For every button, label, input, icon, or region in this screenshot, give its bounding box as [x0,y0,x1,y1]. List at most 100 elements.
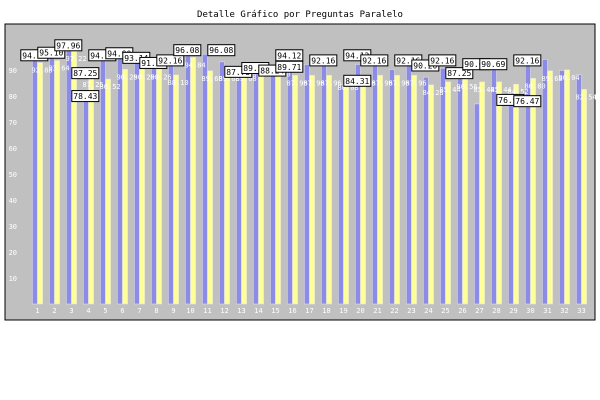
data-label-box [513,54,542,67]
data-label-text: 89.71 [277,63,301,72]
data-label-series-2: 87.96 [372,79,393,87]
data-label-text: 92.16 [158,56,182,65]
bar-series-1 [371,64,378,305]
bar-series-2 [156,69,162,305]
data-label-series-2: 94.84 [185,61,206,69]
data-label-boxed: 76.47 [513,95,542,108]
bar-series-1 [100,58,106,305]
bar-series-1 [575,74,582,305]
data-label-series-2: 84.28 [423,89,444,97]
bar-series-2 [394,75,400,305]
bar-series-2 [479,81,485,305]
data-label-text: 96.08 [209,46,233,55]
data-label-boxed: 92.16 [513,54,542,67]
bar-series-1 [490,64,497,305]
x-tick-label: 18 [322,307,330,315]
data-label-text: 95.10 [39,49,63,58]
bar-series-2 [564,69,570,305]
data-label-boxed: 94.12 [275,49,304,62]
chart-title: Detalle Gráfico por Preguntas Paralelo [197,10,403,20]
data-label-box [275,60,304,73]
bar-series-1 [185,53,191,305]
data-label-boxed: 96.08 [173,44,202,57]
bar-series-1 [253,71,259,305]
bar-series-2 [292,75,298,305]
data-label-series-2: 90.26 [134,73,155,81]
data-label-series-2: 87.96 [406,79,427,87]
x-tick-label: 21 [373,307,381,315]
data-label-series-2: 90.26 [151,73,172,81]
bar-series-1 [541,58,548,305]
x-tick-label: 29 [509,307,517,315]
bar-series-1 [286,58,293,305]
x-tick-label: 15 [271,307,279,315]
bar-series-2 [462,78,468,305]
data-label-text: 87.25 [447,69,471,78]
bar-series-1 [439,67,446,305]
data-label-text: 88.24 [260,67,284,76]
bar-series-2 [37,62,43,305]
bars-layer [31,49,587,305]
x-tick-label: 28 [492,307,500,315]
data-label-boxed: 87.25 [71,67,100,80]
data-label-box [71,67,100,80]
bar-series-1 [422,76,429,305]
data-label-series-2: 87.96 [287,79,308,87]
data-label-boxed: 95.10 [37,46,66,59]
data-label-series-2: 87.25 [83,81,104,89]
bar-series-1 [134,61,140,305]
data-label-boxed: 92.16 [309,54,338,67]
data-label-boxed: 84.31 [343,74,372,87]
data-label-text: 90.69 [464,60,488,69]
x-tick-label: 17 [305,307,313,315]
bar-series-1 [48,56,55,305]
data-label-series-2: 86.80 [525,82,546,90]
bar-series-1 [269,74,276,305]
data-label-box [54,39,83,52]
data-labels-layer: 92.8693.6497.2287.2586.5290.2690.2690.26… [20,39,597,108]
data-label-box [343,74,372,87]
data-label-text: 87.75 [226,68,250,77]
x-tick-label: 33 [577,307,585,315]
data-label-text: 78.43 [73,92,97,101]
bar-series-2 [343,79,349,305]
data-label-boxed: 92.16 [360,54,389,67]
data-label-series-2: 97.22 [66,55,87,63]
data-label-series-2: 89.68 [219,75,240,83]
bar-series-2 [547,70,553,305]
x-tick-label: 14 [254,307,262,315]
data-label-series-2: 84.52 [508,88,529,96]
data-label-box [156,54,185,67]
x-tick-label: 27 [475,307,483,315]
bar-series-1 [405,64,412,305]
data-label-text: 94.12 [277,51,301,60]
x-tick-label: 25 [441,307,449,315]
x-tick-label: 32 [560,307,568,315]
y-tick-label: 60 [9,145,17,153]
x-tick-label: 23 [407,307,415,315]
data-label-text: 92.16 [362,56,386,65]
y-tick-label: 80 [9,93,17,101]
bar-series-2 [411,75,417,305]
bar-series-1 [558,70,565,305]
bar-series-2 [581,89,587,305]
x-tick-label: 7 [137,307,141,315]
data-label-boxed: 87.25 [445,67,474,80]
data-label-series-2: 87.96 [321,79,342,87]
data-label-series-2: 90.04 [559,74,580,82]
bar-series-1 [151,66,157,305]
x-tick-label: 20 [356,307,364,315]
data-label-boxed: 92.16 [156,54,185,67]
data-label-boxed: 78.43 [71,90,100,103]
data-label-series-2: 87.96 [304,79,325,87]
bar-series-1 [320,58,327,305]
x-tick-label: 5 [103,307,107,315]
bar-series-2 [258,66,264,305]
data-label-box [173,44,202,57]
data-label-box [71,90,100,103]
x-tick-label: 2 [52,307,56,315]
x-tick-label: 1 [35,307,39,315]
data-label-box [428,54,457,67]
data-label-text: 92.16 [396,56,420,65]
